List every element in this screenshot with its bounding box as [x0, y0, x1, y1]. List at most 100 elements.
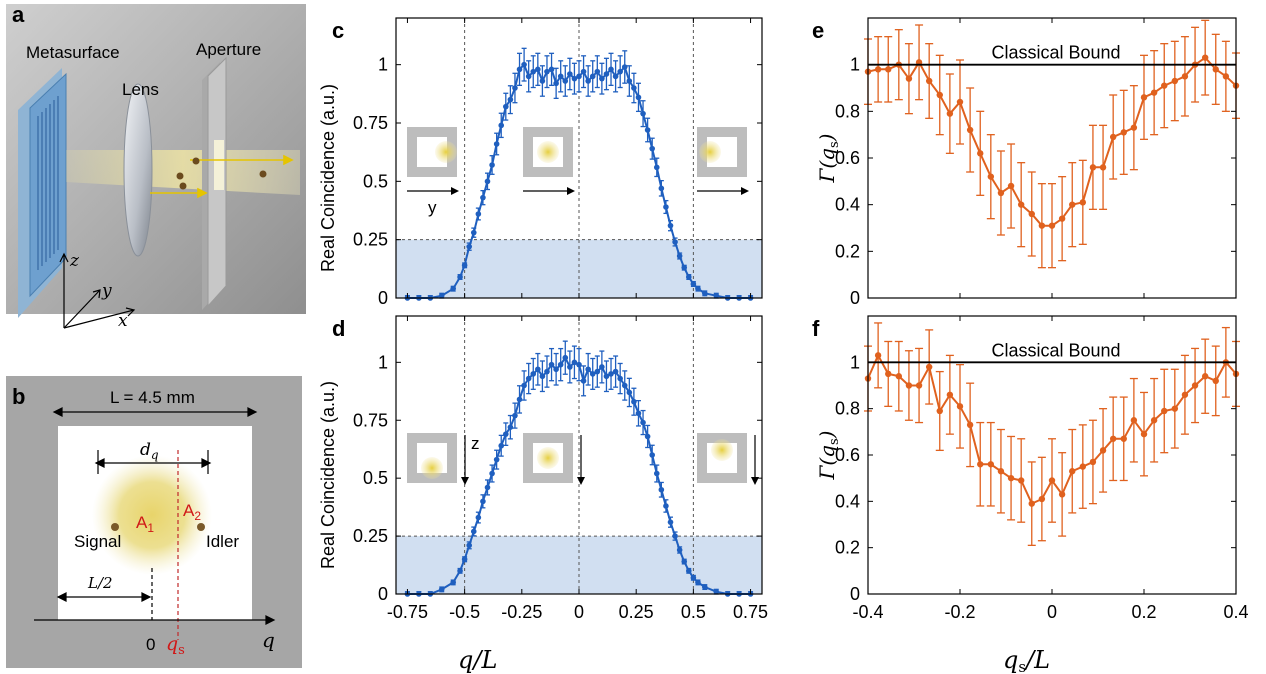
data-point: [1048, 222, 1056, 229]
data-point: [905, 382, 913, 389]
y-axis-label: Γ(qs): [815, 431, 842, 481]
data-point: [1140, 430, 1148, 438]
data-point: [612, 73, 619, 80]
data-point: [695, 579, 701, 586]
data-point: [895, 373, 903, 380]
panel-b: b L = 4.5 mm dq A1 A2 Signal Idler L/2 0…: [6, 376, 302, 668]
zero-label: 0: [146, 635, 155, 654]
data-point: [956, 403, 964, 410]
data-point: [1150, 89, 1158, 96]
dq-label: dq: [140, 440, 159, 462]
data-point: [562, 78, 569, 84]
data-point: [562, 354, 569, 361]
photon-arrows: [150, 154, 294, 199]
data-point: [466, 243, 473, 250]
data-point: [521, 382, 527, 389]
scan-arrow-head: [461, 477, 469, 485]
data-point: [438, 586, 445, 593]
data-point: [713, 292, 720, 299]
panel-d: 0 0.25 0.5 0.75 1 -0.75 -0.5 -0.25 0 0.25 0.5 0.75 R…: [318, 315, 768, 622]
a1-label: A1: [136, 513, 154, 535]
data-point: [1109, 435, 1117, 442]
data-point: [1181, 73, 1189, 80]
data-point: [489, 470, 495, 477]
idler-label: Idler: [206, 532, 239, 551]
photon-dot: [176, 172, 184, 180]
data-point: [686, 568, 692, 574]
data-point: [525, 375, 532, 382]
half-width-arrow: [56, 592, 152, 602]
data-point: [956, 98, 964, 106]
data-point: [580, 378, 587, 384]
data-point: [503, 103, 509, 110]
panel-a: a Metasurface Lens Aperture z y x: [6, 2, 306, 331]
data-point: [539, 78, 546, 84]
data-point: [885, 370, 892, 378]
data-point: [1099, 164, 1107, 171]
data-point: [676, 547, 683, 553]
y-tick-label: 0.75: [353, 113, 388, 133]
scan-arrow-head: [577, 477, 585, 485]
data-point: [457, 568, 463, 574]
data-point: [1007, 474, 1015, 482]
data-point: [1120, 129, 1127, 136]
data-point: [1089, 164, 1097, 171]
data-point: [626, 78, 633, 84]
x-tick-label: -0.25: [501, 602, 542, 622]
y-axis-label-sub: s: [827, 141, 842, 148]
data-point: [507, 424, 514, 431]
x-tick-label: 0: [1047, 602, 1057, 622]
data-point: [640, 419, 646, 426]
data-point: [1038, 222, 1046, 229]
data-point: [644, 433, 651, 440]
data-point: [594, 68, 601, 75]
data-point: [438, 292, 445, 299]
data-point: [653, 470, 660, 477]
data-point: [997, 189, 1005, 197]
data-point: [1201, 54, 1209, 61]
y-tick-label: 0: [850, 288, 860, 308]
data-point: [530, 371, 537, 377]
signal-dot: [111, 523, 119, 531]
data-point: [1222, 73, 1230, 80]
scan-arrow-head: [451, 187, 459, 195]
data-point: [1069, 468, 1076, 475]
lens: [123, 83, 153, 257]
data-point: [1130, 124, 1138, 131]
lens-label: Lens: [122, 80, 159, 99]
qs-label: qs: [166, 633, 185, 658]
data-point: [1161, 82, 1168, 89]
panel-e: 0 0.2 0.4 0.6 0.8 1 Classical Bound Γ(qs): [815, 17, 1240, 308]
y-tick-label: 0.25: [353, 526, 388, 546]
data-point: [905, 75, 913, 82]
data-point: [608, 66, 614, 73]
data-point: [576, 73, 582, 80]
axes-triad: [59, 252, 136, 329]
data-point: [450, 579, 456, 586]
data-point: [1212, 66, 1219, 73]
x-tick-label: -0.75: [387, 602, 428, 622]
data-point: [461, 556, 468, 563]
coincidence-xlabel: q/L: [458, 646, 497, 674]
data-point: [585, 78, 591, 84]
metasurface-grating: [37, 96, 59, 270]
y-tick-label: 0.6: [835, 148, 860, 168]
data-point: [885, 66, 892, 73]
data-point: [1017, 477, 1025, 484]
data-point: [966, 126, 974, 134]
data-point: [672, 239, 678, 245]
data-point: [1109, 133, 1117, 141]
data-point: [557, 73, 564, 80]
data-point: [1007, 182, 1015, 190]
y-axis-label: Real Coincidence (a.u.): [318, 381, 338, 569]
data-point: [466, 542, 473, 549]
y-tick-label: 0.2: [835, 241, 860, 261]
data-point: [567, 71, 573, 77]
data-point: [1089, 458, 1097, 466]
data-point: [1017, 201, 1025, 208]
y-axis-label-main: Γ(q: [815, 445, 839, 480]
data-point: [702, 290, 708, 297]
data-point: [493, 456, 500, 463]
y-tick-label: 0.75: [353, 410, 388, 430]
width-arrow: [52, 407, 258, 417]
